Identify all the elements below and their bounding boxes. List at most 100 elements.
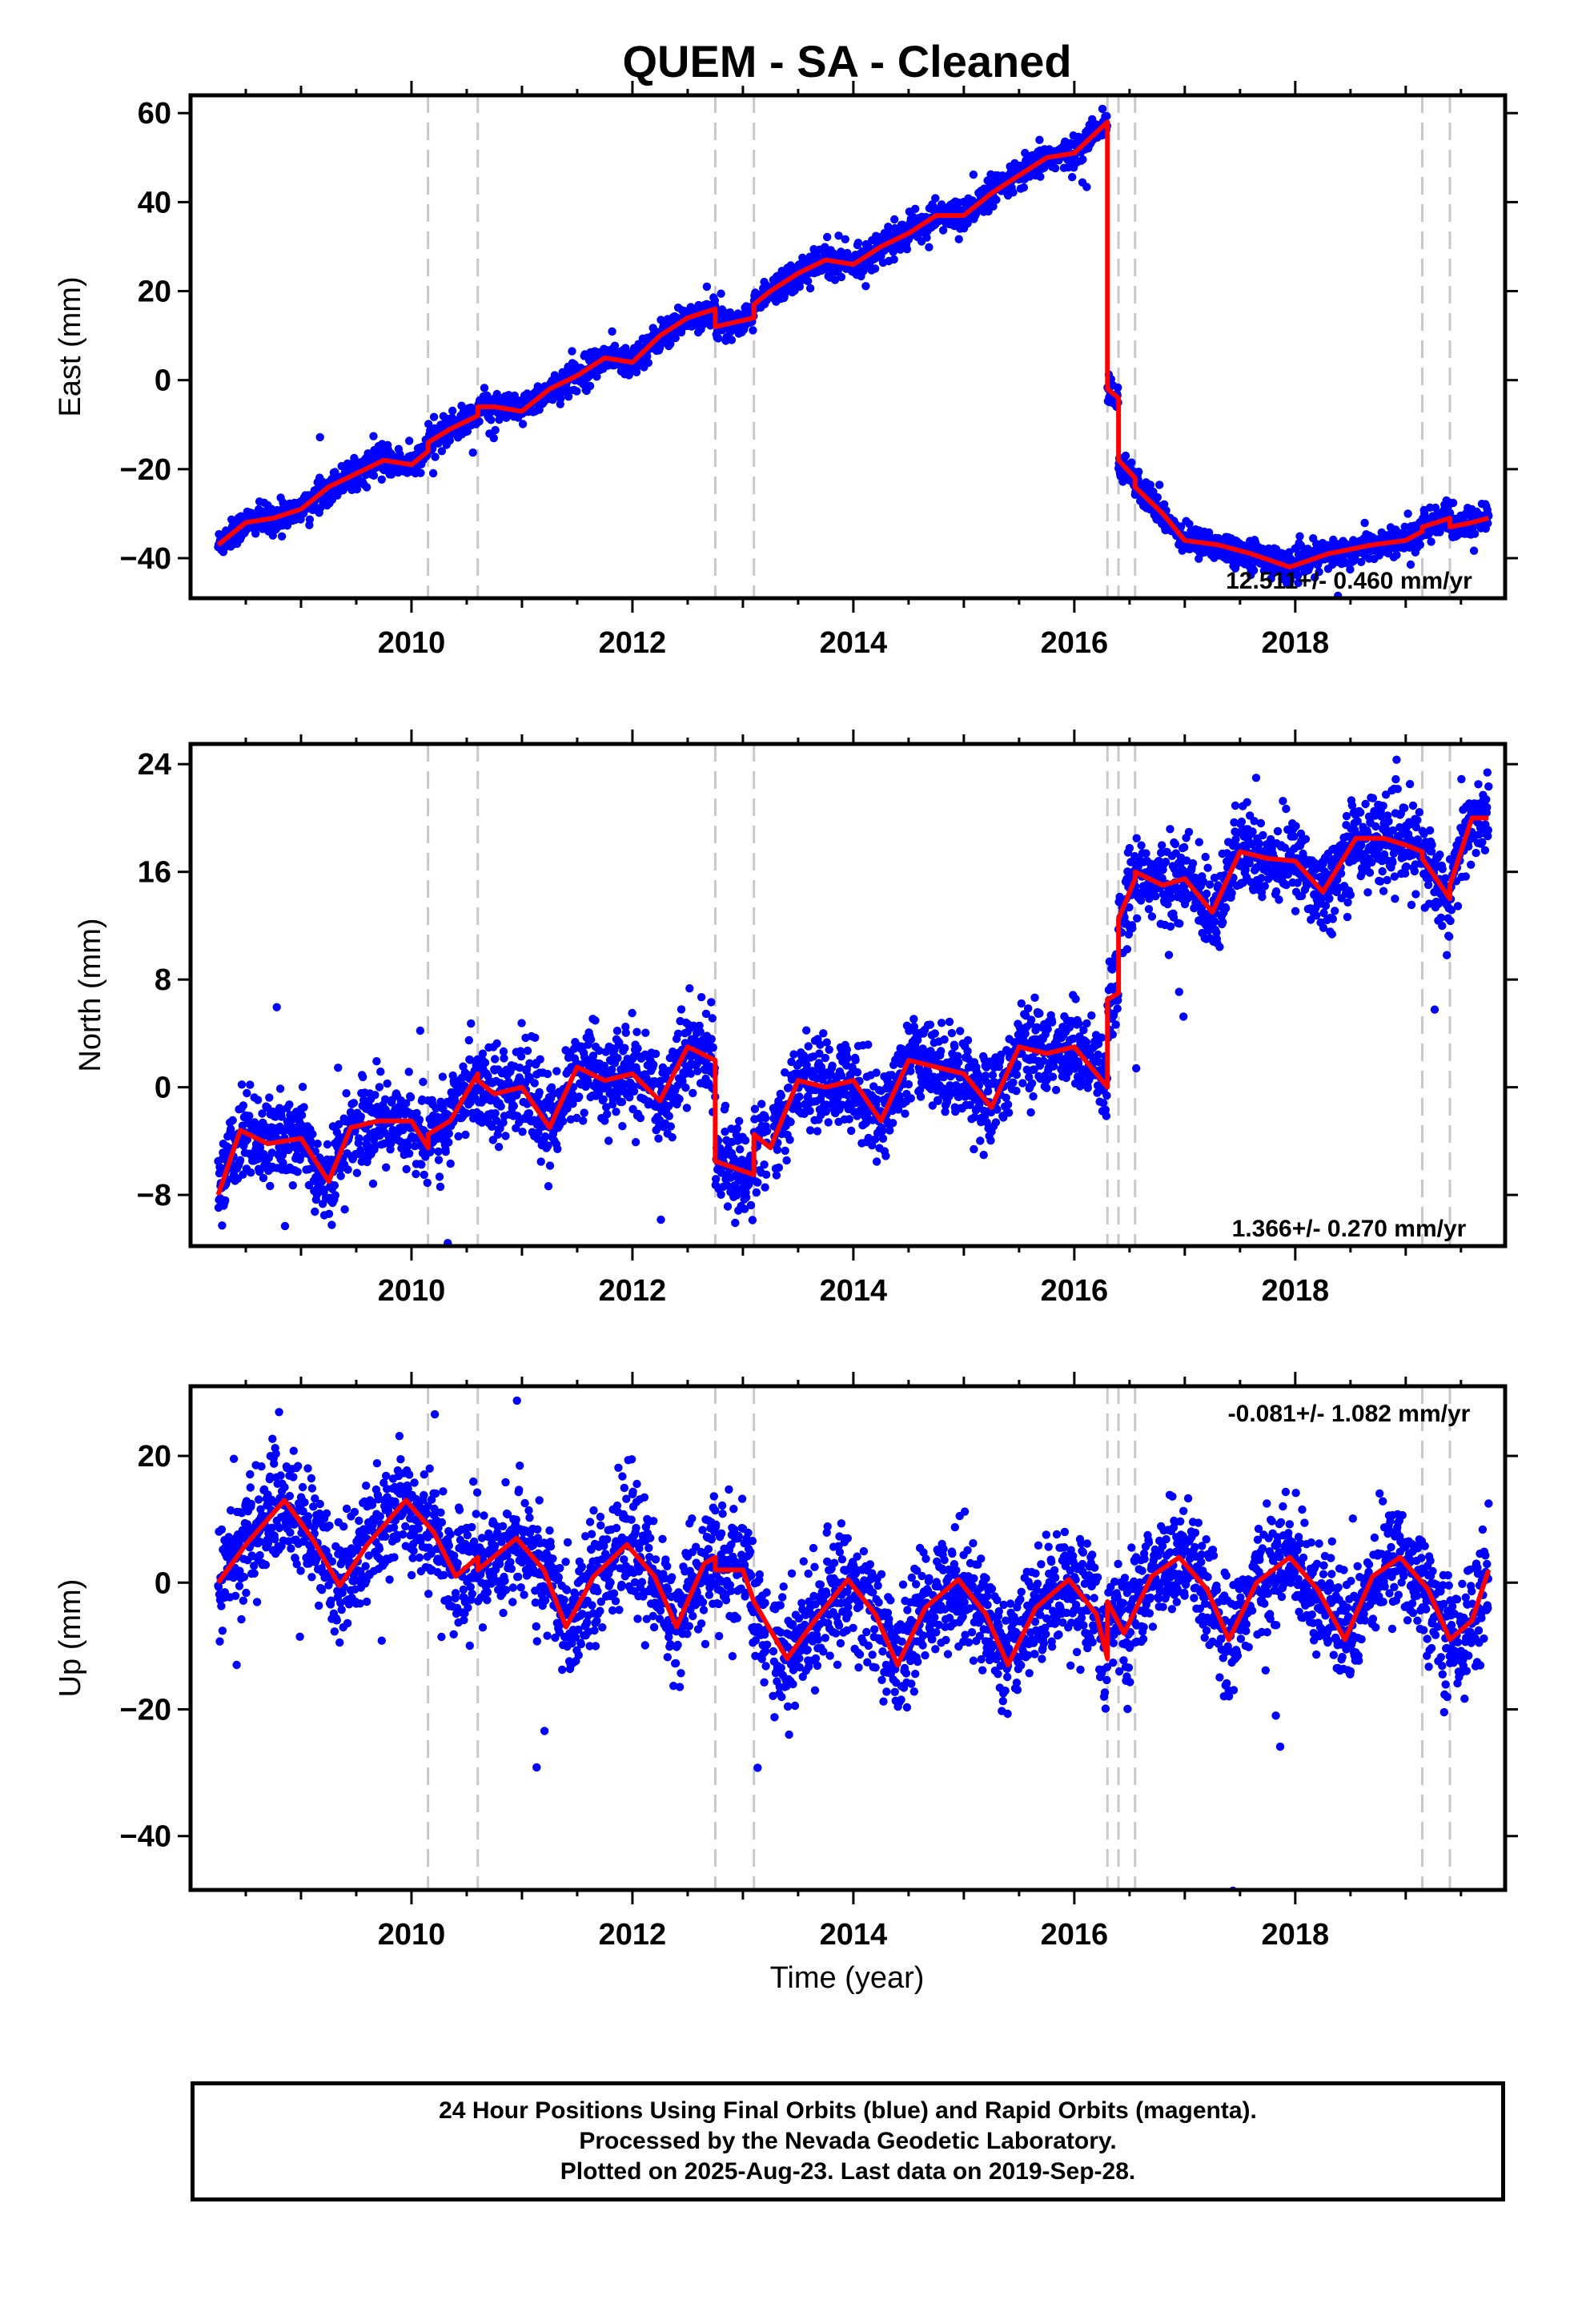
data-point bbox=[311, 1207, 319, 1216]
data-point bbox=[708, 1014, 717, 1023]
data-point bbox=[649, 1060, 658, 1069]
data-point bbox=[621, 1028, 630, 1037]
data-point bbox=[406, 1093, 416, 1102]
data-point bbox=[815, 1049, 824, 1058]
data-point bbox=[547, 1083, 556, 1092]
data-point bbox=[591, 1016, 600, 1025]
data-point bbox=[298, 1083, 307, 1092]
data-point bbox=[355, 1134, 363, 1143]
y-tick-label: 40 bbox=[138, 186, 171, 219]
data-point bbox=[429, 412, 439, 421]
data-point bbox=[602, 1103, 611, 1112]
data-point bbox=[405, 436, 414, 445]
data-point bbox=[499, 1047, 508, 1056]
data-point bbox=[618, 1122, 627, 1131]
data-point bbox=[864, 1133, 873, 1143]
data-point bbox=[227, 1124, 235, 1134]
data-point bbox=[736, 1145, 745, 1154]
data-point bbox=[237, 1080, 247, 1089]
data-point bbox=[483, 391, 492, 400]
data-point bbox=[553, 1144, 562, 1154]
data-point bbox=[773, 1145, 782, 1155]
data-point bbox=[1019, 183, 1029, 192]
data-point bbox=[416, 1026, 425, 1035]
data-point bbox=[752, 1188, 761, 1197]
data-point bbox=[750, 1104, 760, 1114]
data-point bbox=[218, 1221, 227, 1230]
data-point bbox=[632, 1027, 641, 1036]
y-tick-label: −20 bbox=[120, 453, 171, 487]
data-point bbox=[804, 1042, 813, 1051]
data-point bbox=[633, 1044, 642, 1053]
data-point bbox=[1204, 528, 1214, 537]
data-point bbox=[781, 1146, 789, 1156]
data-point bbox=[804, 276, 813, 286]
data-point bbox=[330, 1181, 339, 1190]
data-point bbox=[761, 1113, 770, 1123]
data-point bbox=[1427, 537, 1435, 546]
data-point bbox=[781, 1068, 789, 1077]
data-point bbox=[491, 1109, 500, 1118]
data-point bbox=[307, 1140, 316, 1148]
data-point bbox=[845, 1115, 853, 1124]
data-point bbox=[681, 1084, 690, 1092]
data-point bbox=[872, 1157, 881, 1166]
data-point bbox=[689, 1088, 697, 1098]
data-point bbox=[785, 1136, 794, 1144]
data-point bbox=[381, 1095, 390, 1104]
data-point bbox=[805, 1106, 814, 1116]
data-point bbox=[536, 1157, 545, 1166]
data-point bbox=[1009, 188, 1018, 197]
data-point bbox=[816, 1040, 825, 1049]
data-point bbox=[412, 1169, 420, 1179]
data-point bbox=[989, 202, 998, 211]
data-point bbox=[1400, 522, 1409, 531]
data-point bbox=[536, 1055, 544, 1064]
data-point bbox=[656, 1215, 665, 1224]
data-point bbox=[523, 1046, 532, 1055]
data-point bbox=[680, 1070, 689, 1079]
data-point bbox=[258, 1109, 267, 1118]
data-point bbox=[1341, 558, 1350, 568]
data-point bbox=[1102, 111, 1111, 121]
data-point bbox=[1121, 451, 1130, 460]
data-point bbox=[969, 170, 978, 179]
data-point bbox=[272, 1003, 281, 1011]
data-point bbox=[1403, 509, 1412, 518]
data-point bbox=[805, 1126, 815, 1135]
data-point bbox=[1078, 155, 1087, 164]
data-point bbox=[644, 358, 652, 368]
y-tick-label: 60 bbox=[138, 97, 171, 131]
plot-frame-east bbox=[188, 93, 1508, 601]
data-point bbox=[721, 1101, 730, 1111]
data-point bbox=[416, 468, 425, 477]
data-point bbox=[228, 1116, 237, 1125]
data-point bbox=[369, 432, 378, 440]
data-point bbox=[621, 1023, 630, 1031]
data-point bbox=[746, 1200, 756, 1210]
data-point bbox=[340, 1205, 349, 1214]
data-point bbox=[327, 1220, 336, 1229]
data-point bbox=[842, 1045, 852, 1054]
y-tick-label: 20 bbox=[138, 275, 171, 309]
data-point bbox=[673, 1029, 683, 1039]
data-point bbox=[359, 1096, 368, 1104]
data-point bbox=[741, 1136, 750, 1145]
data-point bbox=[1315, 567, 1323, 577]
data-point bbox=[253, 1096, 263, 1104]
data-point bbox=[629, 1087, 639, 1096]
data-point bbox=[786, 1117, 795, 1127]
data-point bbox=[740, 1204, 749, 1213]
figure-title: QUEM - SA - Cleaned bbox=[622, 36, 1071, 86]
data-point bbox=[305, 515, 315, 524]
data-point bbox=[1098, 104, 1107, 114]
data-point bbox=[665, 1112, 673, 1120]
data-point bbox=[402, 1164, 411, 1174]
data-point bbox=[585, 381, 595, 391]
data-point bbox=[774, 1163, 783, 1172]
data-point bbox=[466, 1055, 475, 1064]
data-point bbox=[468, 448, 477, 457]
data-point bbox=[592, 372, 601, 381]
data-point bbox=[387, 470, 396, 479]
